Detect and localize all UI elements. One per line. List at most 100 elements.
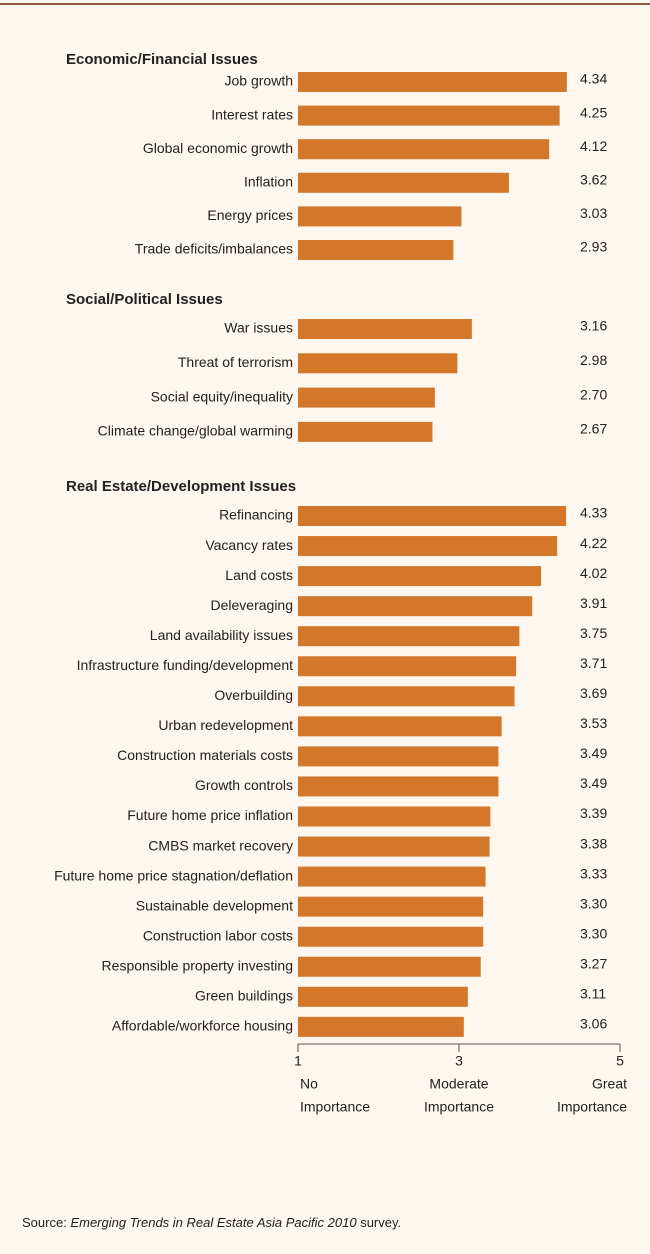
category-label: Trade deficits/imbalances	[135, 241, 293, 257]
bar	[298, 387, 435, 408]
category-label: Urban redevelopment	[158, 717, 293, 733]
value-label: 3.30	[580, 925, 607, 941]
value-label: 3.06	[580, 1016, 607, 1032]
category-label: Threat of terrorism	[178, 354, 293, 370]
x-tick-description: Importance	[300, 1099, 370, 1115]
value-label: 3.16	[580, 318, 607, 334]
x-tick-label: 1	[294, 1053, 302, 1069]
value-label: 3.91	[580, 595, 607, 611]
x-tick-description: No	[300, 1076, 318, 1092]
value-label: 4.25	[580, 104, 607, 120]
category-label: Climate change/global warming	[98, 423, 293, 439]
value-label: 3.39	[580, 805, 607, 821]
category-label: Job growth	[225, 73, 293, 89]
source-suffix: survey.	[360, 1215, 401, 1230]
bar	[298, 206, 462, 227]
x-tick-label: 3	[455, 1053, 463, 1069]
value-label: 3.75	[580, 625, 607, 641]
bar	[298, 536, 558, 557]
x-tick-description: Moderate	[429, 1076, 488, 1092]
category-label: Inflation	[244, 174, 293, 190]
category-label: Land availability issues	[150, 627, 293, 643]
x-tick-description: Importance	[557, 1099, 627, 1115]
value-label: 3.69	[580, 685, 607, 701]
x-tick-description: Great	[592, 1076, 627, 1092]
value-label: 3.11	[580, 986, 606, 1002]
category-label: Refinancing	[219, 507, 293, 523]
category-label: Overbuilding	[214, 687, 293, 703]
bar	[298, 421, 433, 442]
x-tick-label: 5	[616, 1053, 624, 1069]
group-title: Economic/Financial Issues	[66, 51, 258, 68]
value-label: 2.93	[580, 239, 607, 255]
bar	[298, 72, 567, 92]
value-label: 4.34	[580, 71, 607, 87]
category-label: Interest rates	[211, 106, 293, 122]
bar	[298, 686, 515, 707]
value-label: 4.33	[580, 505, 607, 521]
value-label: 2.67	[580, 421, 607, 437]
source: Source: Emerging Trends in Real Estate A…	[22, 1215, 401, 1230]
value-label: 3.03	[580, 205, 607, 221]
category-label: CMBS market recovery	[148, 837, 293, 853]
category-label: Responsible property investing	[102, 957, 293, 973]
group-title: Social/Political Issues	[66, 291, 223, 308]
category-label: Social equity/inequality	[151, 388, 293, 404]
bar	[298, 240, 454, 260]
category-label: Affordable/workforce housing	[112, 1018, 293, 1034]
value-label: 3.30	[580, 895, 607, 911]
value-label: 3.49	[580, 775, 607, 791]
category-label: Sustainable development	[136, 897, 293, 913]
bar	[298, 319, 472, 339]
category-label: War issues	[224, 320, 293, 336]
category-label: Deleveraging	[211, 597, 294, 613]
value-label: 3.38	[580, 835, 607, 851]
bar	[298, 866, 486, 887]
category-label: Growth controls	[195, 777, 293, 793]
category-label: Construction labor costs	[143, 927, 293, 943]
bar	[298, 746, 499, 767]
category-label: Vacancy rates	[205, 537, 293, 553]
value-label: 2.70	[580, 386, 607, 402]
bar	[298, 172, 509, 193]
value-label: 4.12	[580, 138, 607, 154]
bar	[298, 776, 499, 797]
value-label: 3.33	[580, 865, 607, 881]
value-label: 3.27	[580, 955, 607, 971]
category-label: Future home price inflation	[127, 807, 293, 823]
bar	[298, 716, 502, 737]
bar	[298, 596, 533, 617]
bar	[298, 1016, 464, 1037]
source-title: Emerging Trends in Real Estate Asia Paci…	[70, 1215, 357, 1230]
bar	[298, 836, 490, 857]
x-tick-description: Importance	[424, 1099, 494, 1115]
bar	[298, 986, 468, 1007]
category-label: Construction materials costs	[117, 747, 293, 763]
category-label: Future home price stagnation/deflation	[54, 867, 293, 883]
bar	[298, 926, 484, 947]
bar	[298, 353, 458, 374]
value-label: 2.98	[580, 352, 607, 368]
source-prefix: Source:	[22, 1215, 67, 1230]
category-label: Infrastructure funding/development	[77, 657, 293, 673]
bar	[298, 806, 491, 827]
bar	[298, 656, 517, 677]
group-title: Real Estate/Development Issues	[66, 478, 296, 495]
bar	[298, 506, 567, 526]
value-label: 3.71	[580, 655, 607, 671]
category-label: Green buildings	[195, 988, 293, 1004]
category-label: Land costs	[225, 567, 293, 583]
category-label: Global economic growth	[143, 140, 293, 156]
value-label: 3.49	[580, 745, 607, 761]
value-label: 3.62	[580, 172, 607, 188]
category-label: Energy prices	[207, 207, 293, 223]
bar	[298, 139, 550, 160]
bar	[298, 896, 484, 917]
bar	[298, 626, 520, 647]
value-label: 4.02	[580, 565, 607, 581]
bar	[298, 566, 542, 587]
bar	[298, 105, 560, 126]
value-label: 4.22	[580, 535, 607, 551]
